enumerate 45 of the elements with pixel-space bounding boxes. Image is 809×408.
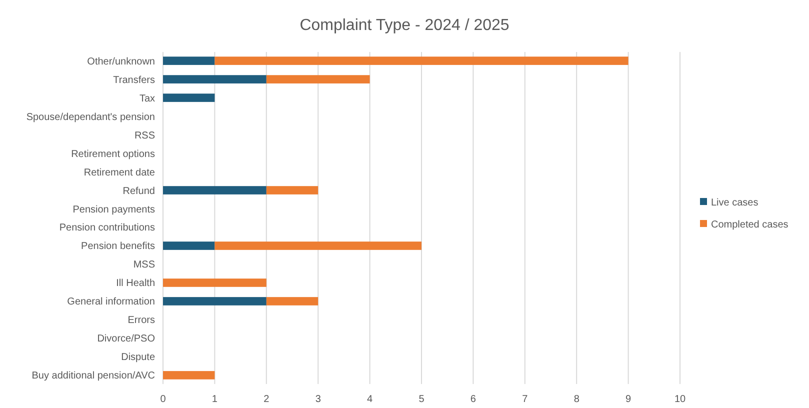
y-tick-label: Divorce/PSO bbox=[97, 334, 156, 345]
bar bbox=[163, 186, 266, 194]
x-tick-label: 0 bbox=[160, 394, 166, 405]
x-tick-label: 9 bbox=[626, 394, 632, 405]
x-tick-label: 7 bbox=[522, 394, 528, 405]
y-tick-label: Buy additional pension/AVC bbox=[32, 370, 155, 382]
y-tick-label: MSS bbox=[133, 260, 156, 271]
x-tick-label: 6 bbox=[470, 394, 476, 405]
x-tick-label: 5 bbox=[418, 394, 425, 405]
y-tick-label: Pension benefits bbox=[81, 241, 155, 252]
legend-label: Completed cases bbox=[711, 220, 788, 230]
y-tick-label: Ill Health bbox=[116, 278, 155, 290]
y-tick-label: Dispute bbox=[121, 352, 156, 364]
y-tick-label: Transfers bbox=[113, 74, 155, 86]
y-tick-label: Retirement options bbox=[71, 148, 155, 160]
chart-title: Complaint Type - 2024 / 2025 bbox=[300, 17, 510, 34]
bar bbox=[163, 297, 266, 306]
y-tick-label: General information bbox=[67, 296, 155, 308]
bar bbox=[266, 186, 318, 194]
x-tick-label: 3 bbox=[315, 394, 322, 405]
bar bbox=[163, 56, 215, 65]
y-tick-label: Errors bbox=[128, 315, 155, 326]
bar bbox=[214, 56, 628, 65]
x-tick-label: 1 bbox=[212, 394, 218, 405]
bar bbox=[163, 242, 215, 250]
bar bbox=[163, 94, 215, 102]
bar bbox=[163, 371, 215, 380]
bar bbox=[163, 75, 266, 84]
y-tick-label: Other/unknown bbox=[87, 56, 155, 68]
y-tick-label: Refund bbox=[122, 186, 155, 197]
y-tick-label: RSS bbox=[134, 130, 156, 142]
x-tick-label: 8 bbox=[574, 394, 580, 405]
bar bbox=[266, 297, 318, 306]
x-tick-label: 10 bbox=[674, 394, 686, 405]
y-tick-label: Retirement date bbox=[84, 167, 156, 178]
x-tick-label: 2 bbox=[264, 394, 270, 405]
x-tick-label: 4 bbox=[367, 394, 374, 405]
y-tick-label: Pension payments bbox=[72, 204, 155, 216]
bar bbox=[163, 278, 266, 287]
bar bbox=[214, 242, 422, 250]
legend-label: Live cases bbox=[711, 198, 758, 208]
y-tick-label: Pension contributions bbox=[59, 222, 155, 234]
y-tick-label: Spouse/dependant's pension bbox=[26, 112, 155, 123]
bar bbox=[266, 75, 370, 84]
y-tick-label: Tax bbox=[139, 93, 155, 104]
